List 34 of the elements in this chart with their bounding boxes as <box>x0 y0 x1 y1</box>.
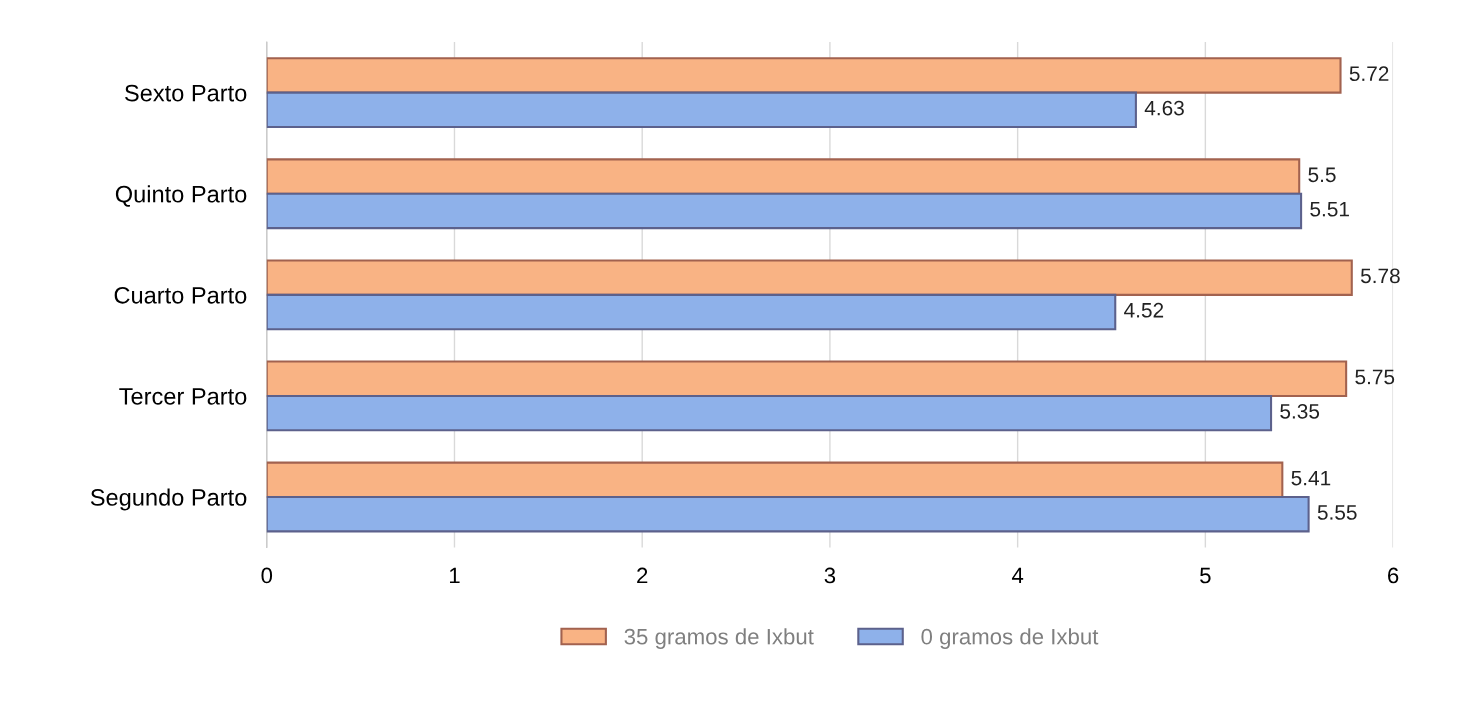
bar <box>266 394 1273 432</box>
bar <box>266 461 1284 499</box>
x-tick-label: 5 <box>1200 567 1211 584</box>
x-tick-label: 2 <box>637 567 648 584</box>
bar <box>266 495 1310 533</box>
data-label: 5.41 <box>1291 470 1331 486</box>
y-tick-label: Segundo Parto <box>90 488 247 511</box>
data-label: 5.75 <box>1355 369 1395 385</box>
x-tick-label: 4 <box>1011 567 1024 584</box>
data-label: 5.72 <box>1349 66 1389 82</box>
y-tick-label: Quinto Parto <box>115 185 247 207</box>
bar <box>266 158 1301 195</box>
y-tick-label: Tercer Parto <box>119 388 247 405</box>
x-tick-label: 0 <box>261 567 273 584</box>
data-label: 5.78 <box>1360 268 1400 284</box>
x-tick-label: 1 <box>450 567 460 584</box>
bar <box>266 192 1303 230</box>
data-label: 5.51 <box>1310 201 1349 217</box>
legend-label: 35 gramos de Ixbut <box>624 628 814 649</box>
bar <box>266 293 1117 331</box>
y-tick-label: Sexto Parto <box>125 84 247 102</box>
data-label: 4.52 <box>1124 302 1164 318</box>
bar <box>266 57 1342 94</box>
x-tick-label: 3 <box>824 567 836 584</box>
data-label: 5.35 <box>1280 403 1320 419</box>
x-tick-label: 6 <box>1388 567 1399 584</box>
legend-label: 0 gramos de Ixbut <box>921 628 1099 649</box>
bar <box>266 91 1137 129</box>
bar <box>266 360 1348 397</box>
data-label: 5.55 <box>1317 505 1357 520</box>
bar <box>266 259 1353 296</box>
data-label: 5.5 <box>1308 167 1336 183</box>
data-label: 4.63 <box>1144 100 1184 116</box>
y-tick-label: Cuarto Parto <box>114 286 247 304</box>
